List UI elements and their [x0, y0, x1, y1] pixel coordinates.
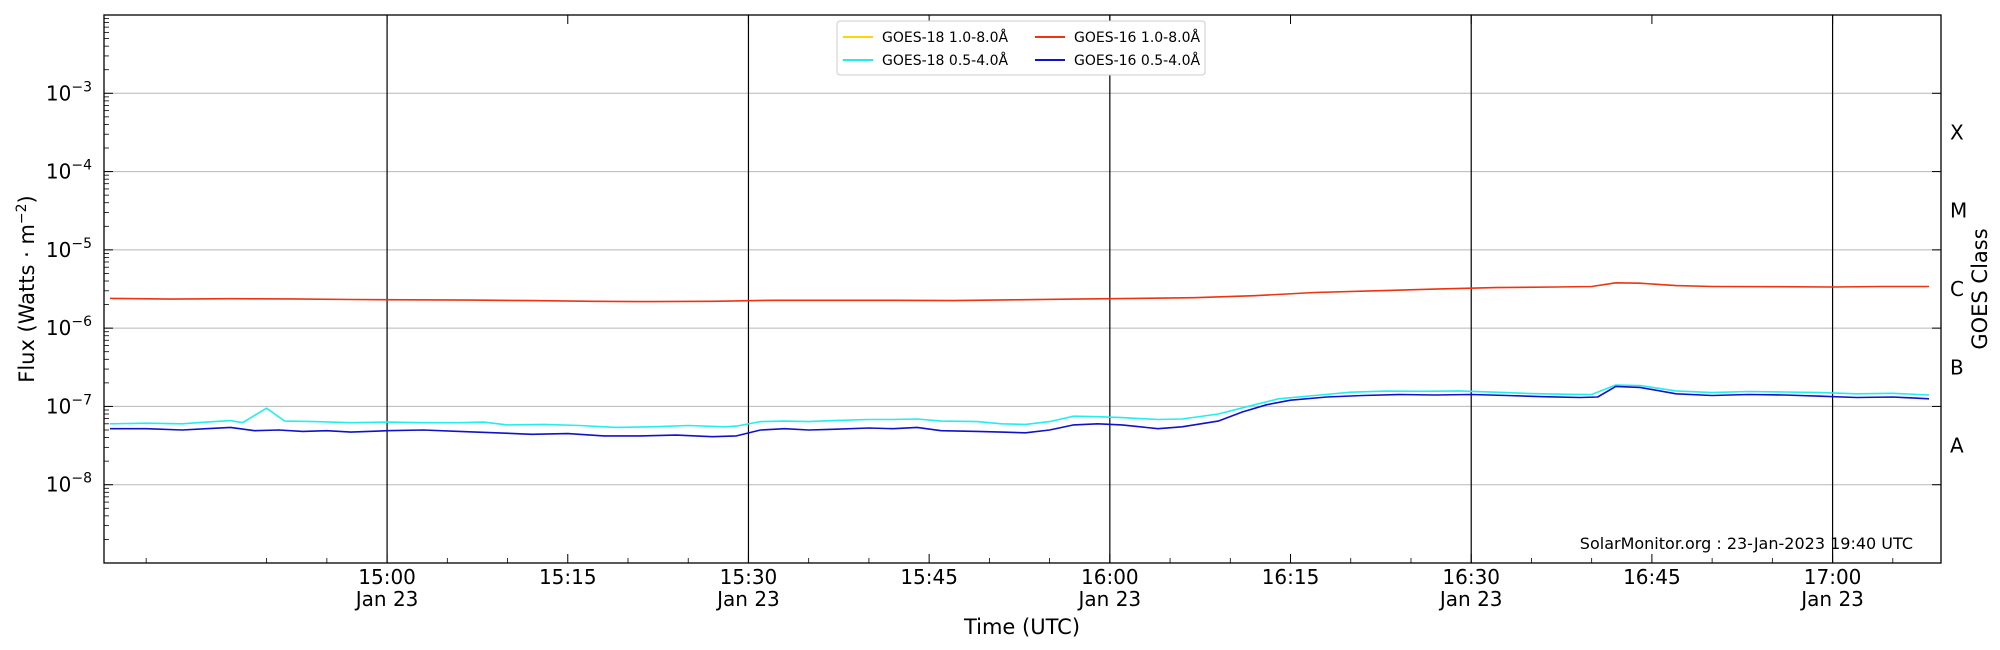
series-layer — [109, 282, 1930, 438]
y-tick-label: 10−4 — [46, 158, 92, 184]
x-tick-time-label: 15:00 — [358, 565, 416, 589]
watermark: SolarMonitor.org : 23-Jan-2023 19:40 UTC — [1580, 534, 1913, 553]
y-tick-base: 10 — [46, 238, 71, 262]
y-axis-title-close: ) — [15, 195, 39, 203]
x-tick-date-label: Jan 23 — [1077, 587, 1142, 611]
y-tick-label: 10−8 — [46, 471, 92, 497]
y-tick-base: 10 — [46, 316, 71, 340]
y-tick-exponent: −8 — [71, 471, 92, 487]
y-axis-title: Flux (Watts · m−2) — [14, 195, 39, 383]
x-axis-title: Time (UTC) — [963, 615, 1080, 639]
plot-area-frame — [103, 14, 1942, 564]
goes-class-label: M — [1950, 199, 1967, 223]
x-tick-time-label: 16:30 — [1442, 565, 1500, 589]
y-axis-title-main: Flux (Watts · m — [15, 224, 39, 383]
y-tick-exponent: −3 — [71, 79, 92, 95]
right-axis-title: GOES Class — [1968, 228, 1992, 349]
x-tick-time-label: 15:45 — [900, 565, 958, 589]
legend-label-goes16-short: GOES-16 0.5-4.0Å — [1074, 52, 1200, 69]
y-tick-exponent: −5 — [71, 236, 92, 252]
y-tick-exponent: −6 — [71, 314, 92, 330]
legend-label-goes18-short: GOES-18 0.5-4.0Å — [882, 52, 1008, 69]
x-tick-date-label: Jan 23 — [354, 587, 419, 611]
ticks-layer — [104, 15, 1941, 563]
y-tick-base: 10 — [46, 394, 71, 418]
y-tick-base: 10 — [46, 160, 71, 184]
goes-class-label: X — [1950, 120, 1964, 144]
x-tick-time-label: 15:30 — [720, 565, 778, 589]
x-tick-time-label: 16:15 — [1262, 565, 1320, 589]
x-tick-date-label: Jan 23 — [1438, 587, 1503, 611]
y-tick-base: 10 — [46, 473, 71, 497]
y-tick-exponent: −4 — [71, 158, 92, 174]
y-tick-label: 10−6 — [46, 314, 92, 340]
goes-class-label: C — [1950, 277, 1964, 301]
legend-label-goes16-long: GOES-16 1.0-8.0Å — [1074, 29, 1200, 46]
y-tick-label: 10−7 — [46, 392, 92, 418]
x-tick-time-label: 17:00 — [1804, 565, 1862, 589]
y-tick-exponent: −7 — [71, 392, 92, 408]
x-tick-time-label: 15:15 — [539, 565, 597, 589]
series-line-4 — [110, 385, 1930, 438]
y-axis-title-superscript: −2 — [14, 203, 30, 224]
legend-label-goes18-long: GOES-18 1.0-8.0Å — [882, 29, 1008, 46]
legend-box — [836, 20, 1206, 76]
x-tick-date-label: Jan 23 — [1799, 587, 1864, 611]
goes-class-label: B — [1950, 355, 1964, 379]
y-tick-label: 10−3 — [46, 79, 92, 105]
goes-class-label: A — [1950, 434, 1964, 458]
x-tick-time-label: 16:00 — [1081, 565, 1139, 589]
x-tick-date-label: Jan 23 — [715, 587, 780, 611]
series-line-2 — [109, 384, 1930, 429]
y-tick-label: 10−5 — [46, 236, 92, 262]
legend: GOES-18 1.0-8.0Å GOES-18 0.5-4.0Å GOES-1… — [836, 20, 1206, 76]
x-tick-time-label: 16:45 — [1623, 565, 1681, 589]
y-tick-base: 10 — [46, 81, 71, 105]
series-line-3 — [109, 282, 1929, 303]
